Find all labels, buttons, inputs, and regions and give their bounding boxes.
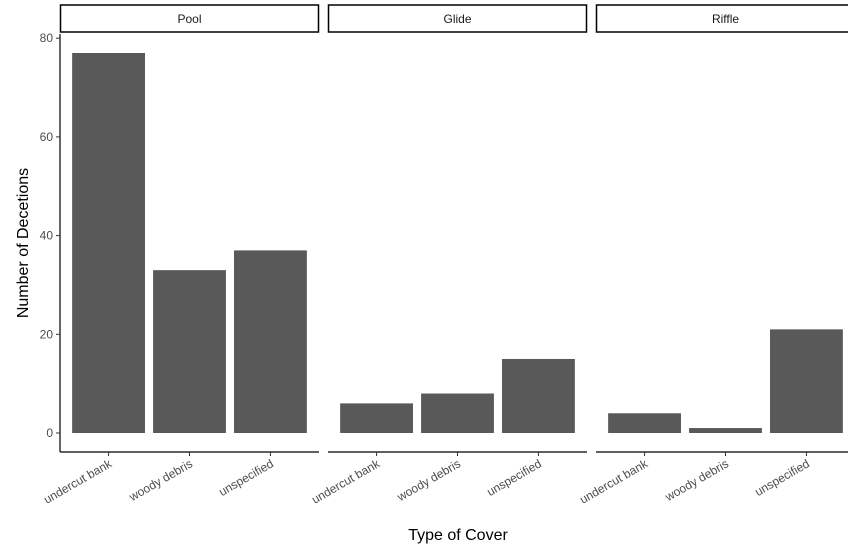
bar: [608, 413, 681, 433]
y-tick-label: 0: [46, 426, 53, 440]
x-tick-label: unspecified: [752, 456, 812, 498]
bar: [770, 329, 843, 433]
bar: [502, 358, 575, 433]
y-axis-title: Number of Decetions: [15, 168, 32, 318]
strip-box: [59, 4, 320, 33]
x-tick-label: unspecified: [484, 456, 544, 498]
x-tick-label: woody debris: [662, 456, 731, 504]
strip-box: [327, 4, 588, 33]
y-tick-label: 20: [40, 327, 54, 341]
strip-label: Glide: [443, 12, 471, 26]
y-tick-label: 60: [40, 130, 54, 144]
x-tick-label: unspecified: [216, 456, 276, 498]
x-tick-label: woody debris: [394, 456, 463, 504]
bar: [72, 53, 145, 433]
bar: [689, 428, 762, 433]
bar: [234, 250, 307, 433]
x-tick-label: undercut bank: [309, 456, 383, 507]
x-axis-title: Type of Cover: [408, 527, 508, 544]
bar: [340, 403, 413, 433]
x-tick-label: woody debris: [126, 456, 195, 504]
bar: [153, 270, 226, 433]
y-tick-label: 80: [40, 31, 54, 45]
strip-label: Riffle: [712, 12, 739, 26]
bar: [421, 393, 494, 433]
y-tick-label: 40: [40, 229, 54, 243]
x-tick-label: undercut bank: [41, 456, 115, 507]
strip-box: [595, 4, 848, 33]
strip-label: Pool: [177, 12, 201, 26]
x-tick-label: undercut bank: [577, 456, 651, 507]
